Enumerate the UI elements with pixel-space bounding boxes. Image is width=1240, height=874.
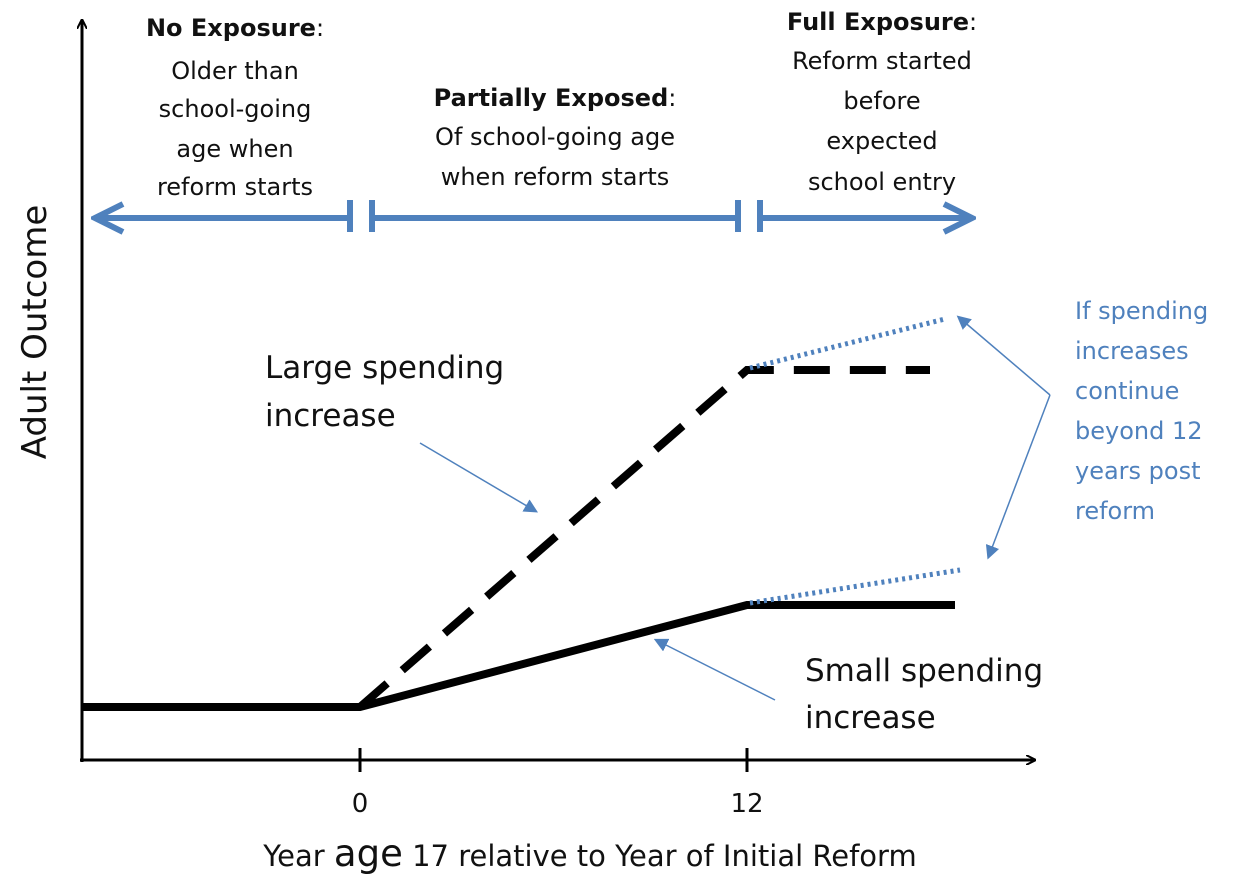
small-label: Small spending xyxy=(805,653,1043,689)
label-part: age xyxy=(334,832,403,874)
note-line: beyond 12 xyxy=(1075,417,1203,445)
region-line: Reform started xyxy=(792,47,972,75)
heading-end: : xyxy=(316,14,324,42)
region-heading: Partially Exposed: xyxy=(434,84,677,112)
pointer xyxy=(956,315,1051,396)
label-part: Year xyxy=(262,839,334,873)
region-line: Of school-going age xyxy=(435,123,675,151)
region-heading: No Exposure: xyxy=(146,14,324,42)
exposure-arrows xyxy=(95,200,972,232)
large-label: increase xyxy=(265,398,396,434)
x-axis-label: Year age 17 relative to Year of Initial … xyxy=(262,832,916,874)
heading-end: : xyxy=(668,84,676,112)
note: If spending increases continue beyond 12… xyxy=(1075,297,1208,525)
region-line: school-going xyxy=(159,95,312,123)
small-label: increase xyxy=(805,700,936,736)
note-line: increases xyxy=(1075,337,1189,365)
region-line: reform starts xyxy=(157,173,313,201)
heading: No Exposure xyxy=(146,14,316,42)
region: Partially Exposed: Of school-going age w… xyxy=(434,84,677,191)
large-label: Large spending xyxy=(265,350,504,386)
region-line: age when xyxy=(176,135,293,163)
x-tick-label: 12 xyxy=(730,789,763,819)
region-line: school entry xyxy=(808,168,956,196)
x-tick-label: 0 xyxy=(352,789,369,819)
y-axis-label: Adult Outcome xyxy=(15,205,55,460)
label-part: 17 relative to Year of Initial Reform xyxy=(403,839,917,873)
note-line: If spending xyxy=(1075,297,1208,325)
region-line: expected xyxy=(826,127,937,155)
small-increase-line xyxy=(82,601,955,711)
large-increase-line xyxy=(357,366,930,711)
heading: Partially Exposed xyxy=(434,84,669,112)
note-line: years post xyxy=(1075,457,1201,485)
region-line: when reform starts xyxy=(441,163,670,191)
continued-large xyxy=(749,316,946,371)
axes xyxy=(80,20,1035,772)
region-line: before xyxy=(843,87,920,115)
continued-small xyxy=(749,567,961,606)
region: Full Exposure: Reform started before exp… xyxy=(787,8,977,196)
region: No Exposure: Older than school-going age… xyxy=(146,14,324,201)
note-line: reform xyxy=(1075,497,1155,525)
pointer xyxy=(985,394,1051,560)
pointer xyxy=(653,638,776,701)
note-line: continue xyxy=(1075,377,1179,405)
pointer xyxy=(419,442,539,513)
heading: Full Exposure xyxy=(787,8,969,36)
region-heading: Full Exposure: xyxy=(787,8,977,36)
region-line: Older than xyxy=(171,57,299,85)
pointer-arrows xyxy=(419,315,1051,701)
heading-end: : xyxy=(969,8,977,36)
